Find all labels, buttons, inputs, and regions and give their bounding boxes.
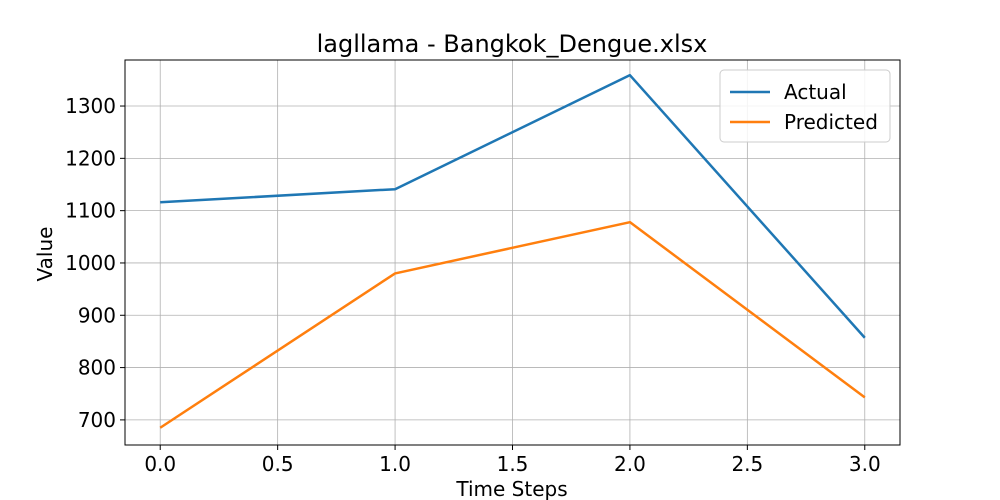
x-tick-label: 0.5	[262, 452, 294, 476]
grid	[125, 60, 900, 445]
x-axis-ticks: 0.0 0.5 1.0 1.5 2.0 2.5 3.0	[144, 445, 881, 476]
y-tick-label: 900	[78, 303, 116, 327]
chart-title: lagllama - Bangkok_Dengue.xlsx	[317, 30, 708, 58]
series-lines	[159, 73, 866, 429]
x-tick-label: 2.5	[731, 452, 763, 476]
y-tick-label: 1200	[65, 146, 116, 170]
y-axis-label: Value	[33, 227, 57, 282]
series-line-actual	[160, 73, 866, 339]
legend-label-actual: Actual	[784, 80, 847, 104]
y-tick-label: 1300	[65, 94, 116, 118]
y-tick-label: 800	[78, 356, 116, 380]
legend-label-predicted: Predicted	[784, 110, 878, 134]
x-tick-label: 0.0	[144, 452, 176, 476]
x-tick-label: 2.0	[614, 452, 646, 476]
legend: Actual Predicted	[719, 69, 891, 143]
legend-box	[719, 69, 891, 143]
x-tick-label: 1.0	[379, 452, 411, 476]
x-tick-label: 3.0	[849, 452, 881, 476]
y-tick-label: 700	[78, 408, 116, 432]
y-tick-label: 1000	[65, 251, 116, 275]
y-tick-label: 1100	[65, 199, 116, 223]
y-axis-ticks: 700 800 900 1000 1100 1200 1300	[65, 94, 125, 432]
x-tick-label: 1.5	[497, 452, 529, 476]
x-axis-label: Time Steps	[455, 477, 567, 500]
series-line-predicted	[159, 220, 866, 429]
